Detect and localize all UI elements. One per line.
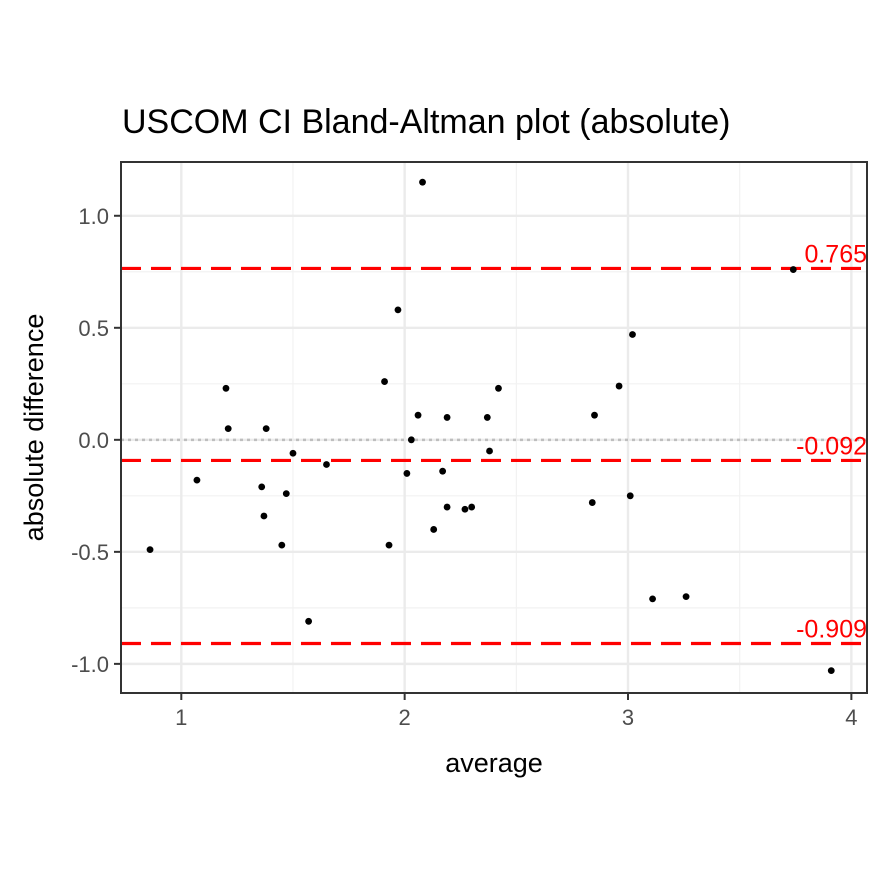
y-tick-label: 0.5 bbox=[78, 316, 109, 341]
data-point bbox=[486, 447, 493, 455]
x-axis-title: average bbox=[445, 748, 543, 778]
data-point bbox=[407, 436, 415, 444]
data-point bbox=[468, 503, 476, 511]
data-point bbox=[278, 541, 286, 549]
y-axis: -1.0 -0.5 0.0 0.5 1.0 bbox=[71, 204, 121, 677]
data-point bbox=[591, 411, 598, 419]
data-point bbox=[649, 595, 656, 603]
data-point bbox=[789, 266, 797, 273]
x-tick-label: 4 bbox=[845, 705, 857, 730]
data-point bbox=[430, 526, 438, 533]
reference-lines bbox=[121, 266, 867, 646]
x-axis: 1 2 3 4 bbox=[175, 693, 857, 730]
data-points bbox=[146, 178, 835, 674]
limit-label: -0.092 bbox=[796, 432, 867, 460]
data-point bbox=[629, 331, 636, 338]
y-axis-title: absolute difference bbox=[19, 314, 49, 542]
data-point bbox=[439, 467, 447, 475]
data-point bbox=[262, 425, 270, 433]
data-point bbox=[495, 384, 502, 392]
data-point bbox=[146, 546, 154, 554]
data-point bbox=[260, 512, 268, 520]
limit-label: 0.765 bbox=[804, 240, 867, 268]
data-point bbox=[282, 490, 290, 497]
data-point bbox=[193, 476, 201, 484]
data-point bbox=[414, 411, 422, 419]
y-tick-label: -1.0 bbox=[71, 652, 109, 677]
data-point bbox=[381, 378, 388, 385]
data-point bbox=[461, 505, 469, 513]
x-tick-label: 3 bbox=[622, 705, 634, 730]
data-point bbox=[626, 492, 634, 500]
data-point bbox=[289, 449, 297, 457]
data-point bbox=[615, 382, 623, 390]
grid-lines bbox=[121, 162, 867, 693]
data-point bbox=[323, 461, 330, 468]
data-point bbox=[224, 425, 232, 433]
chart-title: USCOM CI Bland-Altman plot (absolute) bbox=[122, 103, 730, 141]
data-point bbox=[443, 503, 451, 511]
data-point bbox=[419, 178, 426, 186]
x-tick-label: 1 bbox=[175, 705, 187, 730]
data-point bbox=[258, 483, 266, 491]
limit-labels: 0.765 -0.092 -0.909 bbox=[796, 240, 867, 643]
limit-label: -0.909 bbox=[796, 615, 867, 643]
data-point bbox=[222, 384, 230, 392]
data-point bbox=[483, 414, 491, 421]
data-point bbox=[403, 470, 411, 477]
data-point bbox=[682, 593, 690, 601]
y-tick-label: -0.5 bbox=[71, 540, 109, 565]
y-tick-label: 1.0 bbox=[78, 204, 109, 229]
data-point bbox=[394, 306, 402, 314]
y-tick-label: 0.0 bbox=[78, 428, 109, 453]
data-point bbox=[385, 541, 393, 549]
data-point bbox=[305, 617, 313, 625]
x-tick-label: 2 bbox=[399, 705, 411, 730]
panel-border bbox=[120, 161, 868, 694]
data-point bbox=[588, 499, 596, 506]
data-point bbox=[827, 667, 835, 674]
data-point bbox=[443, 414, 451, 421]
